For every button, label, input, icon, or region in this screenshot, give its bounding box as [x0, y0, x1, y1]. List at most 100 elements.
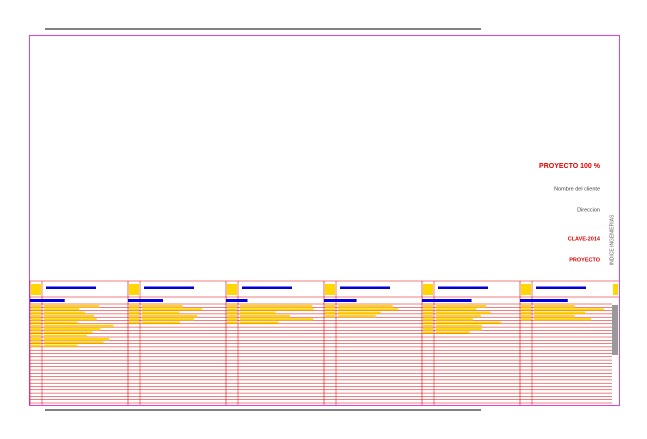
row-code: [31, 328, 41, 331]
row-code: [129, 308, 139, 311]
row-code: [423, 318, 433, 321]
row-text: [436, 324, 482, 327]
row-text: [338, 305, 393, 308]
row-text: [534, 308, 604, 311]
header-tag: [31, 284, 41, 295]
section-bar: [520, 299, 568, 302]
header-tag: [423, 284, 433, 295]
row-text: [240, 314, 290, 318]
row-text: [142, 318, 194, 321]
row-text: [240, 318, 314, 321]
row-text: [44, 331, 93, 334]
header-tag: [325, 284, 335, 295]
row-code: [129, 314, 139, 318]
row-text: [142, 308, 203, 311]
index-table: [29, 280, 619, 405]
row-text: [338, 314, 376, 318]
row-text: [44, 341, 104, 344]
header-tag: [227, 284, 237, 295]
row-code: [423, 321, 433, 324]
row-text: [436, 308, 477, 311]
header-tag: [613, 284, 618, 295]
row-text: [44, 328, 101, 331]
row-text: [534, 318, 592, 321]
row-text: [44, 338, 110, 341]
row-code: [227, 321, 237, 324]
row-code: [325, 305, 335, 308]
section-bar: [30, 299, 65, 302]
row-code: [31, 334, 41, 337]
row-text: [436, 305, 487, 308]
row-code: [227, 305, 237, 308]
row-code: [325, 308, 335, 311]
row-text: [436, 311, 491, 314]
row-text: [44, 334, 87, 337]
row-text: [142, 314, 198, 318]
row-code: [423, 314, 433, 318]
row-text: [436, 328, 482, 331]
header-bar: [46, 286, 96, 289]
row-code: [423, 328, 433, 331]
row-text: [142, 305, 183, 308]
client-label: Nombre del cliente: [554, 186, 600, 192]
row-code: [31, 308, 41, 311]
row-text: [436, 318, 473, 321]
row-text: [338, 308, 399, 311]
row-code: [227, 318, 237, 321]
row-text: [534, 311, 586, 314]
header-bar: [438, 286, 488, 289]
row-text: [44, 305, 100, 308]
row-code: [423, 311, 433, 314]
row-code: [325, 314, 335, 318]
header-bar: [340, 286, 390, 289]
section-bar: [226, 299, 248, 302]
row-text: [240, 321, 279, 324]
header-tag: [129, 284, 139, 295]
row-text: [44, 324, 114, 327]
row-code: [423, 308, 433, 311]
row-code: [31, 344, 41, 347]
side-label: INDICE INGENIERIAS: [609, 214, 615, 265]
row-code: [423, 331, 433, 334]
row-code: [129, 311, 139, 314]
row-text: [338, 311, 381, 314]
row-text: [240, 308, 314, 311]
row-code: [423, 305, 433, 308]
row-text: [436, 331, 470, 334]
row-code: [521, 305, 531, 308]
row-text: [44, 318, 97, 321]
row-text: [142, 321, 180, 324]
row-text: [534, 314, 575, 318]
section-bar: [324, 299, 357, 302]
row-code: [31, 321, 41, 324]
code-label: CLAVE-2014: [568, 236, 601, 242]
row-text: [240, 311, 276, 314]
row-text: [142, 311, 180, 314]
row-text: [534, 305, 575, 308]
row-text: [44, 314, 94, 318]
section-bar: [128, 299, 163, 302]
scrollbar: [612, 305, 618, 355]
section-bar: [422, 299, 472, 302]
row-code: [31, 311, 41, 314]
row-code: [521, 314, 531, 318]
sheet-border: [29, 35, 620, 406]
header-bar: [144, 286, 194, 289]
row-code: [129, 305, 139, 308]
status-label: PROYECTO 100 %: [539, 163, 601, 170]
row-text: [44, 344, 78, 347]
row-code: [129, 318, 139, 321]
header-tag: [521, 284, 531, 295]
header-bar: [536, 286, 586, 289]
row-text: [44, 311, 85, 314]
row-code: [31, 331, 41, 334]
row-code: [227, 311, 237, 314]
row-code: [31, 324, 41, 327]
phase-label: PROYECTO: [569, 257, 600, 263]
row-code: [31, 338, 41, 341]
row-code: [31, 341, 41, 344]
row-code: [423, 324, 433, 327]
row-code: [227, 314, 237, 318]
